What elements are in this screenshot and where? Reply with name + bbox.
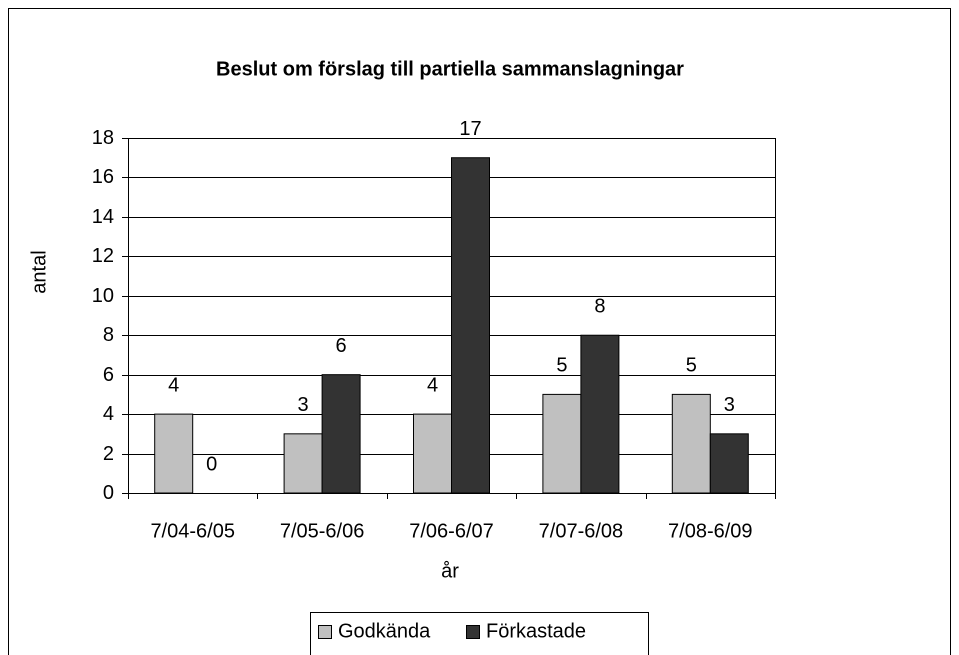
x-tick-label: 7/08-6/09 xyxy=(668,520,753,542)
bar xyxy=(283,433,323,494)
y-tick-label: 0 xyxy=(103,482,114,504)
bar xyxy=(413,413,452,494)
y-tick-label: 16 xyxy=(92,166,114,188)
x-axis-label: år xyxy=(441,560,459,582)
data-label: 3 xyxy=(724,394,735,416)
x-tick-label: 7/06-6/07 xyxy=(409,520,494,542)
data-label: 8 xyxy=(594,296,605,318)
y-tick-label: 10 xyxy=(92,285,114,307)
x-tick-label: 7/07-6/08 xyxy=(539,520,624,542)
bar xyxy=(154,413,194,494)
y-tick-label: 2 xyxy=(103,443,114,465)
legend-label: Godkända xyxy=(338,620,431,642)
y-tick-label: 14 xyxy=(92,206,114,228)
y-axis-label: antal xyxy=(28,250,50,293)
bar xyxy=(542,393,582,494)
x-tick-label: 7/05-6/06 xyxy=(280,520,365,542)
bar xyxy=(321,374,361,494)
legend-label: Förkastade xyxy=(486,620,586,642)
data-label: 6 xyxy=(336,335,347,357)
bar xyxy=(451,157,490,494)
y-tick-label: 4 xyxy=(103,403,114,425)
data-label: 3 xyxy=(298,394,309,416)
legend-swatch xyxy=(318,625,332,639)
data-label: 0 xyxy=(206,453,217,475)
y-tick-label: 6 xyxy=(103,364,114,386)
x-tick-label: 7/04-6/05 xyxy=(150,520,235,542)
y-tick-label: 18 xyxy=(92,127,114,149)
data-label: 17 xyxy=(459,118,481,140)
bar xyxy=(709,433,749,494)
y-tick-label: 12 xyxy=(92,245,114,267)
data-label: 4 xyxy=(168,374,179,396)
legend-swatch xyxy=(466,625,480,639)
bar xyxy=(580,334,620,494)
y-tick-label: 8 xyxy=(103,324,114,346)
chart-title: Beslut om förslag till partiella sammans… xyxy=(216,58,684,80)
bar xyxy=(671,393,711,494)
data-label: 4 xyxy=(427,374,438,396)
data-label: 5 xyxy=(556,355,567,377)
data-label: 5 xyxy=(686,355,697,377)
